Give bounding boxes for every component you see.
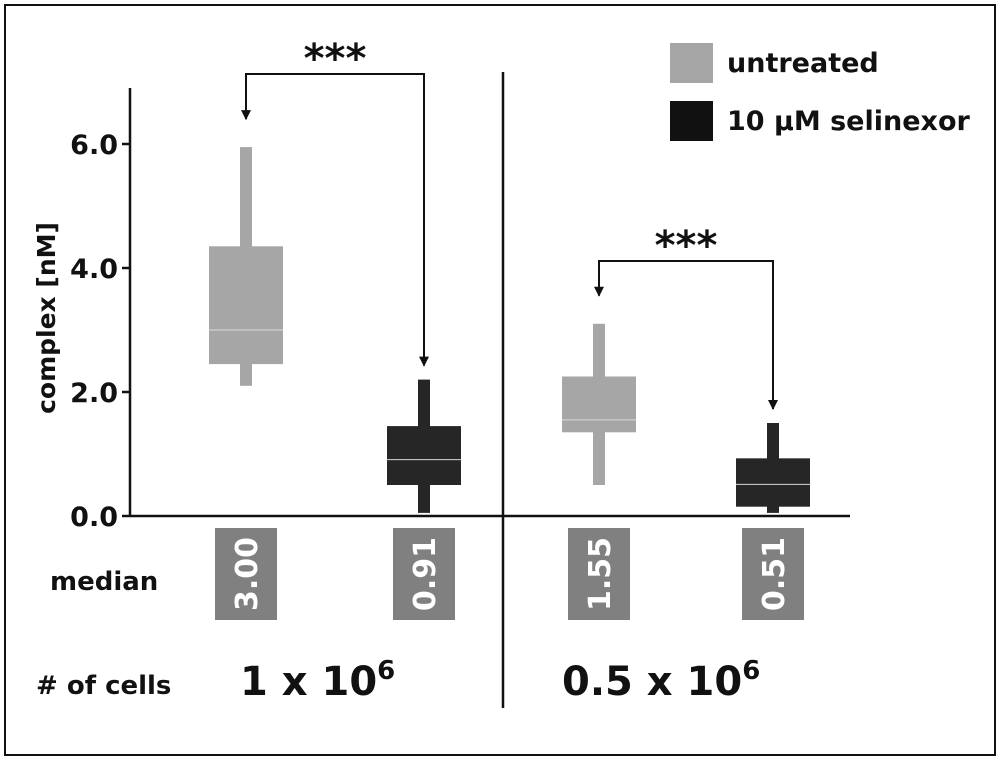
y-tick-label: 0.0 — [70, 502, 118, 533]
significance-brackets: *** *** — [241, 36, 778, 410]
y-tick-label: 2.0 — [70, 378, 118, 409]
median-value-label: 1.55 — [583, 537, 618, 611]
median-value-label: 0.91 — [408, 537, 443, 611]
median-labels: 3.00 0.91 1.55 0.51 — [215, 528, 804, 620]
median-row-label: median — [50, 567, 158, 597]
legend-swatch-untreated — [670, 43, 713, 83]
y-ticks: 0.0 2.0 4.0 6.0 — [70, 130, 130, 533]
legend-label-selinexor: 10 µM selinexor — [727, 106, 971, 137]
median-badge — [215, 528, 277, 620]
median-value-label: 0.51 — [757, 537, 792, 611]
median-badge — [568, 528, 630, 620]
cells-row-label: # of cells — [36, 671, 171, 701]
box-untreated — [209, 246, 283, 365]
legend-label-untreated: untreated — [727, 48, 879, 79]
y-axis-label: complex [nM] — [32, 222, 61, 414]
box-selinexor — [387, 426, 461, 485]
cells-label-group-1: 1 x 106 — [240, 656, 395, 705]
bracket-arrowhead — [241, 110, 251, 121]
bracket-arrowhead — [594, 286, 604, 297]
y-tick-label: 6.0 — [70, 130, 118, 161]
bracket-arrowhead — [768, 400, 778, 410]
box-untreated — [562, 376, 636, 433]
y-tick-label: 4.0 — [70, 254, 118, 285]
box-series — [209, 147, 810, 513]
bracket-arrowhead — [419, 356, 429, 367]
legend: untreated 10 µM selinexor — [670, 43, 971, 141]
legend-swatch-selinexor — [670, 101, 713, 141]
significance-stars: *** — [655, 223, 718, 269]
significance-bracket — [598, 260, 774, 409]
box-selinexor — [736, 458, 810, 507]
figure-border — [4, 4, 996, 756]
median-badge — [742, 528, 804, 620]
median-badge — [393, 528, 455, 620]
median-value-label: 3.00 — [230, 537, 265, 611]
cells-label-group-2: 0.5 x 106 — [562, 656, 760, 705]
significance-bracket — [245, 73, 425, 366]
significance-stars: *** — [304, 36, 367, 82]
